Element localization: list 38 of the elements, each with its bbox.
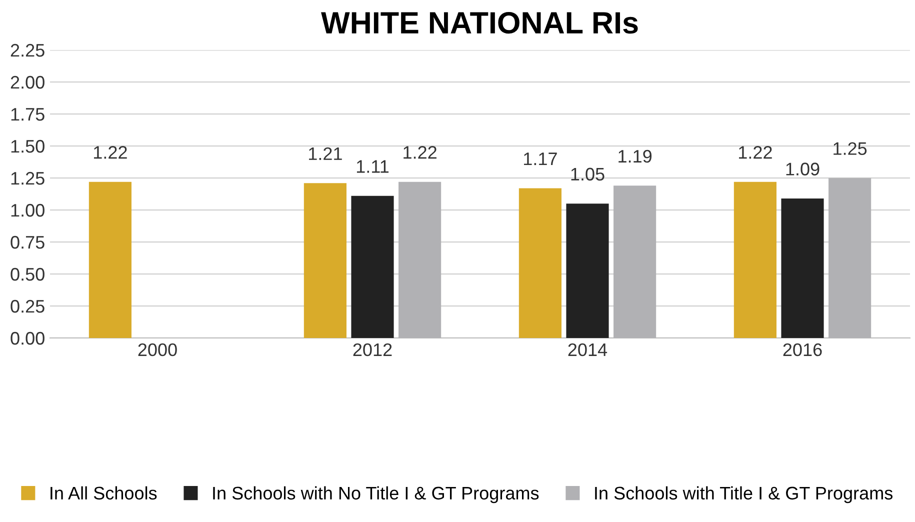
- y-tick-label: 2.00: [10, 76, 44, 89]
- data-label: 1.09: [786, 162, 820, 176]
- y-tick-label: 0.50: [10, 268, 44, 281]
- data-label: 1.17: [524, 152, 557, 166]
- x-tick-label: 2012: [353, 343, 392, 356]
- y-tick-label: 2.25: [10, 44, 44, 57]
- bar: [614, 186, 656, 338]
- bar: [734, 182, 776, 338]
- data-label: 1.22: [404, 146, 436, 159]
- y-tick-label: 0.25: [10, 300, 44, 313]
- y-tick-label: 1.75: [11, 108, 44, 121]
- data-label: 1.05: [571, 168, 604, 181]
- bar: [566, 204, 609, 338]
- data-label: 1.21: [309, 147, 342, 160]
- y-tick-label: 1.00: [11, 204, 44, 217]
- bar: [828, 178, 872, 338]
- legend-label: In Schools with Title I & GT Programs: [595, 486, 893, 504]
- legend-label: In Schools with No Title I & GT Programs: [213, 486, 539, 504]
- data-label: 1.19: [618, 150, 652, 163]
- bar: [518, 188, 562, 338]
- data-label: 1.22: [94, 146, 127, 159]
- data-label: 1.25: [834, 142, 867, 155]
- x-tick-label: 2016: [783, 343, 822, 356]
- data-label: 1.22: [739, 146, 772, 159]
- bar: [351, 196, 394, 338]
- bar: [781, 198, 824, 338]
- chart-title: WHITE NATIONAL RIs: [321, 12, 638, 34]
- bar: [304, 183, 346, 338]
- y-tick-label: 0.75: [10, 236, 44, 249]
- x-tick-label: 2014: [568, 343, 608, 356]
- y-tick-label: 1.25: [11, 172, 44, 185]
- y-tick-label: 0.00: [10, 332, 44, 345]
- y-tick-label: 1.50: [11, 140, 44, 153]
- bar: [88, 182, 132, 338]
- data-label: 1.11: [356, 160, 389, 173]
- bar: [398, 182, 442, 338]
- legend-label: In All Schools: [50, 486, 157, 500]
- x-tick-label: 2000: [138, 343, 177, 356]
